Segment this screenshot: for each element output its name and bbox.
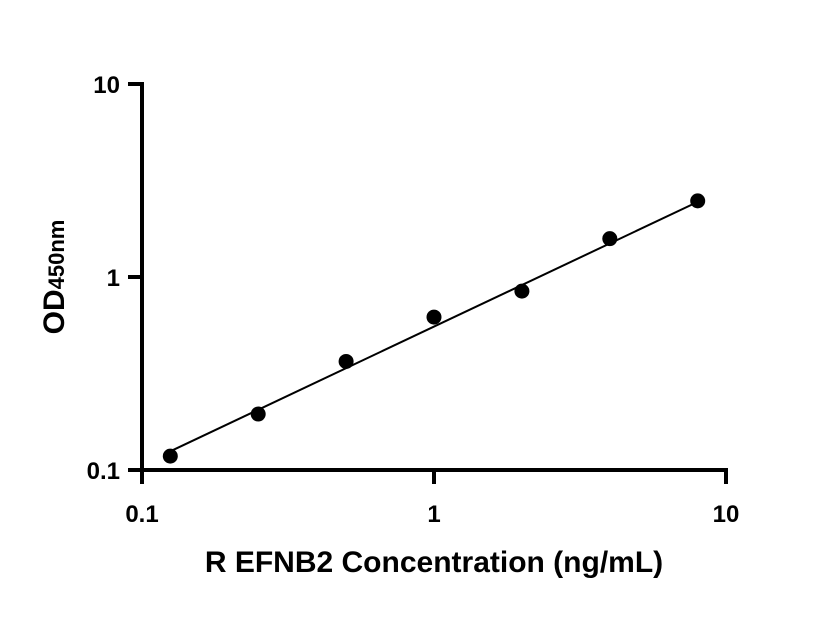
data-point-2 [338, 353, 354, 369]
data-points-layer [162, 193, 706, 464]
x-axis-title: R EFNB2 Concentration (ng/mL) [205, 546, 663, 579]
y-axis-title-main: OD [38, 289, 71, 334]
data-point-6 [690, 193, 706, 209]
y-tick-label-2: 10 [93, 72, 120, 99]
x-tick-label-0: 0.1 [125, 501, 158, 528]
y-tick-label-0: 0.1 [87, 458, 120, 485]
x-tick-label-1: 1 [427, 501, 440, 528]
y-axis-title-subscript: 450nm [44, 220, 69, 290]
x-axis-ticks: 0.1 1 10 [125, 470, 739, 528]
y-tick-label-1: 1 [107, 265, 120, 292]
data-point-4 [514, 283, 530, 299]
y-axis-title: OD450nm [38, 220, 71, 335]
data-point-5 [602, 231, 618, 247]
fit-line-layer [169, 200, 699, 453]
data-point-3 [426, 309, 442, 325]
data-point-1 [250, 406, 266, 422]
fit-line [169, 200, 699, 453]
axes-layer [140, 82, 728, 472]
data-point-0 [162, 448, 178, 464]
y-axis-ticks: 0.1 1 10 [87, 72, 142, 485]
x-tick-label-2: 10 [713, 501, 740, 528]
